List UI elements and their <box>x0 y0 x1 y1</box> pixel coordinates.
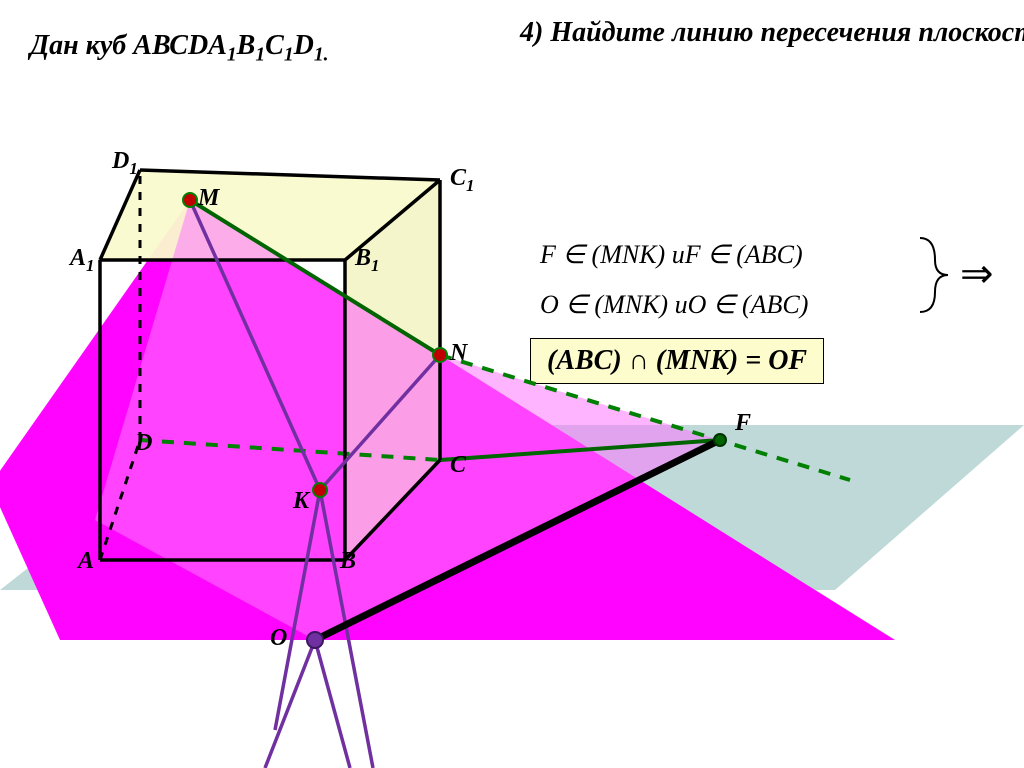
point-O <box>307 632 323 648</box>
label-C: C <box>450 452 466 479</box>
label-B1: B1 <box>355 245 379 276</box>
diagram-svg <box>0 0 1024 768</box>
label-N: N <box>450 340 467 367</box>
label-D1: D1 <box>112 148 138 179</box>
point-N <box>433 348 447 362</box>
label-A: A <box>78 548 94 575</box>
stage: Дан куб АВСDА1В1С1D1. 4) Найдите линию п… <box>0 0 1024 768</box>
label-D: D <box>135 430 152 457</box>
label-C1: C1 <box>450 165 474 196</box>
label-M: M <box>198 185 219 212</box>
label-O: O <box>270 625 287 652</box>
point-F <box>714 434 726 446</box>
label-F: F <box>735 410 751 437</box>
point-M <box>183 193 197 207</box>
label-K: K <box>293 488 309 515</box>
line-below-O-1 <box>315 640 350 768</box>
label-B: B <box>340 548 356 575</box>
point-K <box>313 483 327 497</box>
label-A1: A1 <box>70 245 94 276</box>
